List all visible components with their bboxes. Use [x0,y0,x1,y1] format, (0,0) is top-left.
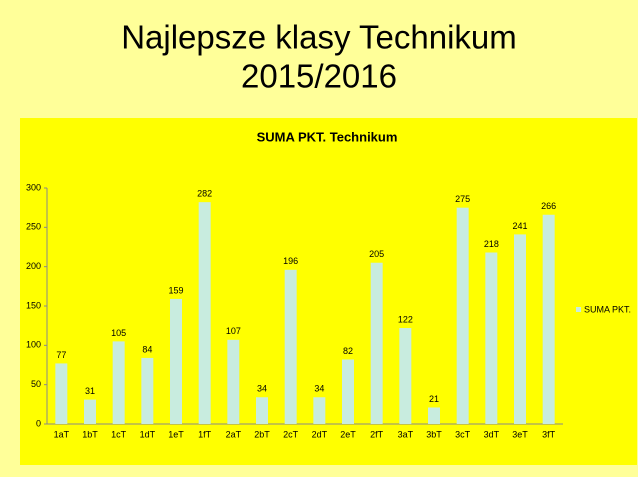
value-label: 105 [111,328,126,338]
y-tick-label: 100 [26,340,41,350]
value-label: 266 [541,201,556,211]
value-label: 218 [484,239,499,249]
bar [284,269,297,424]
value-label: 34 [257,384,267,394]
x-tick-label: 2fT [370,429,384,439]
x-tick-label: 3cT [455,429,471,439]
bar [399,328,412,424]
bar [84,399,96,424]
x-tick-label: 3eT [512,429,528,439]
bar [542,214,555,424]
value-label: 241 [512,221,527,231]
x-tick-label: 2eT [340,429,356,439]
y-tick-label: 250 [26,222,41,232]
bar [112,341,125,424]
y-tick-label: 300 [26,182,41,192]
bar [485,252,498,424]
x-tick-label: 2dT [312,429,328,439]
x-tick-label: 2cT [283,429,299,439]
y-tick-label: 0 [36,418,41,428]
x-tick-label: 3aT [398,429,414,439]
value-label: 82 [343,346,353,356]
y-tick-label: 150 [26,300,41,310]
value-label: 84 [142,344,152,354]
bar [342,359,354,424]
bar [256,397,268,424]
bar [141,357,154,424]
value-label: 77 [56,350,66,360]
value-label: 196 [283,256,298,266]
value-label: 205 [369,249,384,259]
slide-title-line: Najlepsze klasy Technikum [121,19,517,56]
x-tick-label: 3dT [484,429,500,439]
chart-title: SUMA PKT. Technikum [257,129,398,144]
bar [198,202,211,424]
value-label: 34 [314,384,324,394]
x-tick-label: 3bT [426,429,442,439]
bar [514,234,526,424]
bar [370,262,383,424]
value-label: 31 [85,386,95,396]
slide-title-line: 2015/2016 [241,58,397,95]
x-tick-label: 2bT [254,429,270,439]
bar [313,397,326,424]
bar [227,339,240,424]
y-tick-label: 50 [31,379,41,389]
value-label: 275 [455,194,470,204]
value-label: 122 [398,314,413,324]
x-tick-label: 1eT [168,429,184,439]
bar [170,298,182,424]
legend-swatch [576,307,581,312]
bar [456,207,469,424]
value-label: 21 [429,394,439,404]
y-tick-label: 200 [26,261,41,271]
x-tick-label: 1dT [140,429,156,439]
x-tick-label: 1fT [198,429,212,439]
x-tick-label: 3fT [542,429,556,439]
bar [428,407,440,424]
value-label: 282 [197,189,212,199]
value-label: 159 [168,285,183,295]
legend-label: SUMA PKT. [584,304,631,314]
x-tick-label: 2aT [226,429,242,439]
x-tick-label: 1aT [54,429,70,439]
bar [55,363,68,424]
x-tick-label: 1bT [82,429,98,439]
value-label: 107 [226,326,241,336]
x-tick-label: 1cT [111,429,127,439]
